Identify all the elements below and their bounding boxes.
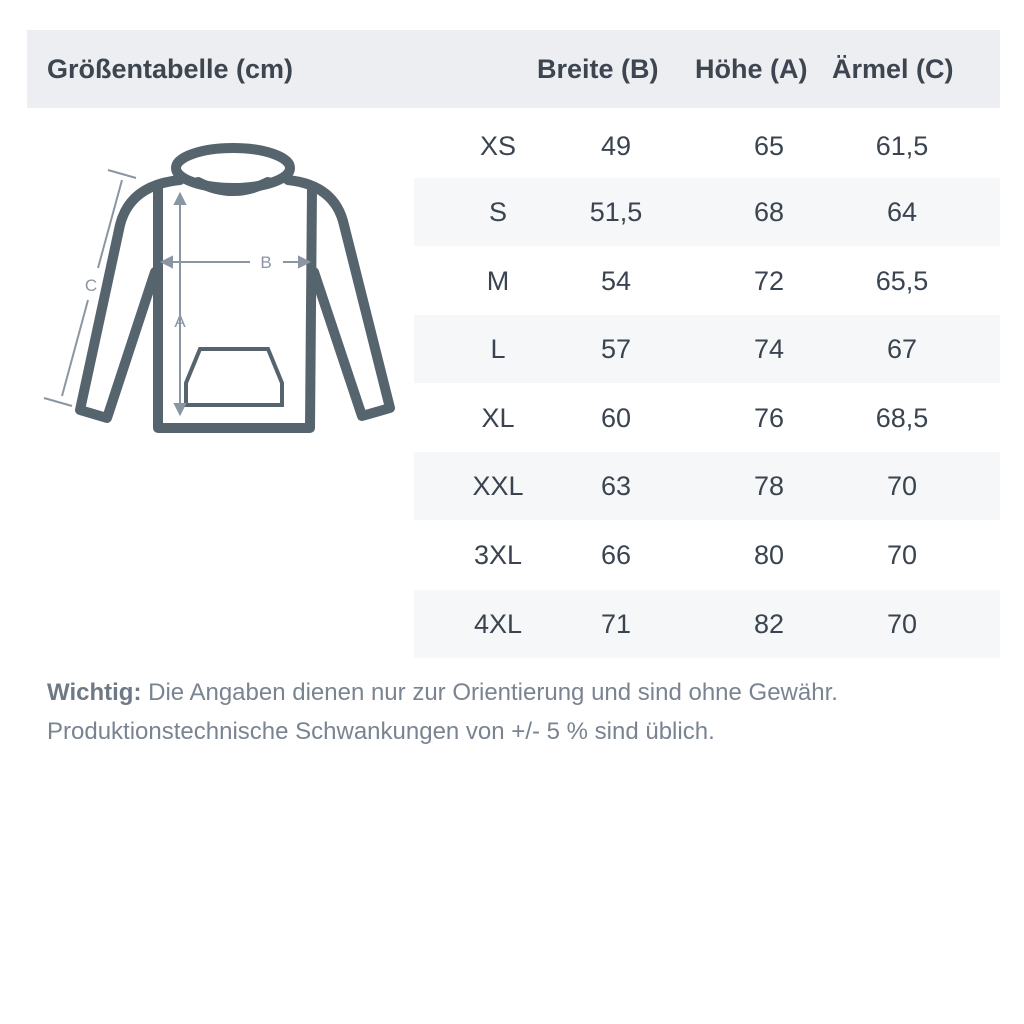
cell-aermel: 67 xyxy=(886,334,918,364)
table-header: Größentabelle (cm) Breite (B) Höhe (A) Ä… xyxy=(27,30,1000,108)
table-row: M 54 72 65,5 xyxy=(414,247,1000,315)
page-title: Größentabelle (cm) xyxy=(47,54,294,84)
cell-aermel: 68,5 xyxy=(875,403,929,433)
cell-size: 3XL xyxy=(473,540,523,570)
cell-breite: 66 xyxy=(600,540,632,570)
cell-hoehe: 82 xyxy=(753,609,785,639)
table-row: XL 60 76 68,5 xyxy=(414,384,1000,452)
cell-size: XS xyxy=(479,131,517,161)
table-row: L 57 74 67 xyxy=(414,315,1000,383)
cell-aermel: 64 xyxy=(886,197,918,227)
cell-breite: 49 xyxy=(600,131,632,161)
column-header-breite: Breite (B) xyxy=(537,54,659,84)
cell-aermel: 65,5 xyxy=(875,266,929,296)
cell-breite: 63 xyxy=(600,471,632,501)
footer-note-line1: Wichtig: Die Angaben dienen nur zur Orie… xyxy=(47,679,838,706)
cell-breite: 57 xyxy=(600,334,632,364)
cell-hoehe: 65 xyxy=(753,131,785,161)
cell-hoehe: 72 xyxy=(753,266,785,296)
label-b: B xyxy=(260,253,271,272)
cell-hoehe: 74 xyxy=(753,334,785,364)
table-row: S 51,5 68 64 xyxy=(414,178,1000,246)
cell-aermel: 61,5 xyxy=(875,131,929,161)
table-row: XS 49 65 61,5 xyxy=(414,112,1000,180)
cell-breite: 51,5 xyxy=(589,197,643,227)
hoodie-icon: A B C xyxy=(43,143,395,433)
cell-aermel: 70 xyxy=(886,609,918,639)
cell-hoehe: 76 xyxy=(753,403,785,433)
cell-size: L xyxy=(490,334,506,364)
cell-size: 4XL xyxy=(473,609,523,639)
column-header-hoehe: Höhe (A) xyxy=(695,54,808,84)
column-header-aermel: Ärmel (C) xyxy=(832,54,954,84)
table-row: XXL 63 78 70 xyxy=(414,452,1000,520)
table-row: 4XL 71 82 70 xyxy=(414,590,1000,658)
cell-size: XXL xyxy=(472,471,524,501)
cell-size: S xyxy=(488,197,508,227)
cell-hoehe: 78 xyxy=(753,471,785,501)
label-a: A xyxy=(174,312,186,331)
cell-aermel: 70 xyxy=(886,540,918,570)
cell-breite: 60 xyxy=(600,403,632,433)
cell-hoehe: 80 xyxy=(753,540,785,570)
footer-note-line2: Produktionstechnische Schwankungen von +… xyxy=(47,718,715,745)
cell-breite: 54 xyxy=(600,266,632,296)
cell-hoehe: 68 xyxy=(753,197,785,227)
cell-size: XL xyxy=(481,403,515,433)
label-c: C xyxy=(85,276,97,295)
cell-size: M xyxy=(486,266,510,296)
cell-aermel: 70 xyxy=(886,471,918,501)
cell-breite: 71 xyxy=(600,609,632,639)
table-row: 3XL 66 80 70 xyxy=(414,521,1000,589)
